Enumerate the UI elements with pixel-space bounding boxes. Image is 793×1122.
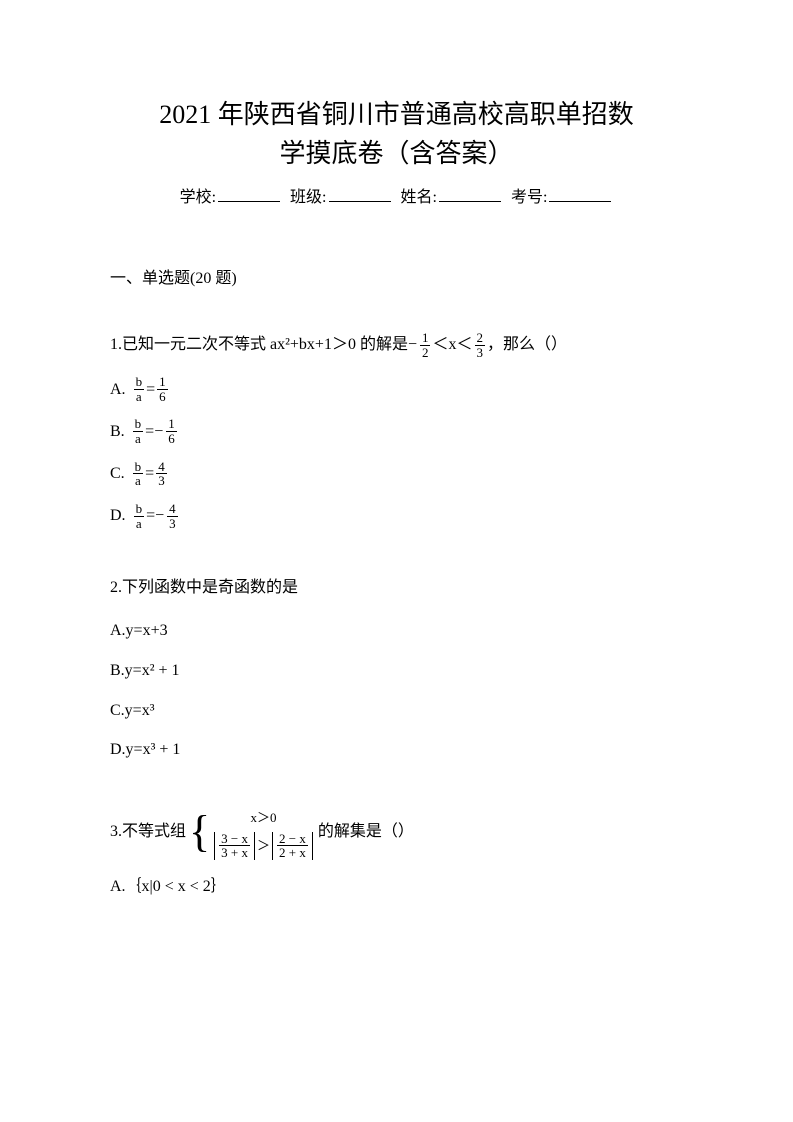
name-label: 姓名: xyxy=(401,189,437,206)
q1-c-rhs: 4 3 xyxy=(156,460,167,488)
q1-d-neg: − xyxy=(155,503,164,529)
exam-title: 2021 年陕西省铜川市普通高校高职单招数 学摸底卷（含答案） xyxy=(110,95,683,173)
q3-sys-row1: x＞0 xyxy=(212,805,315,831)
brace-icon: { xyxy=(189,810,210,854)
student-info-line: 学校: 班级: 姓名: 考号: xyxy=(110,185,683,211)
q2-stem: 2.下列函数中是奇函数的是 xyxy=(110,572,683,604)
q1-c-lhs: b a xyxy=(133,460,144,488)
q2-option-c: C.y=x³ xyxy=(110,698,683,724)
question-2: 2.下列函数中是奇函数的是 A.y=x+3 B.y=x² + 1 C.y=x³ … xyxy=(110,572,683,762)
q1-option-c: C. b a = 4 3 xyxy=(110,460,683,488)
q3-sys-op: ＞ xyxy=(257,833,270,859)
q2-option-b: B.y=x² + 1 xyxy=(110,658,683,684)
q1-neg: − xyxy=(408,329,417,361)
q1-b-label: B. xyxy=(110,419,125,445)
q1-right-frac: 2 3 xyxy=(475,331,486,359)
q1-left-frac: 1 2 xyxy=(420,331,431,359)
q1-stem: 1.已知一元二次不等式 ax²+bx+1＞0 的解是 − 1 2 ＜x＜ 2 3… xyxy=(110,329,683,361)
q1-c-eq: = xyxy=(145,461,154,487)
school-label: 学校: xyxy=(180,189,216,206)
q3-system: { x＞0 3 − x 3 + x ＞ 2 − x 2 + x xyxy=(189,805,315,860)
q3-sys-row2: 3 − x 3 + x ＞ 2 − x 2 + x xyxy=(212,832,315,860)
question-3: 3.不等式组 { x＞0 3 − x 3 + x ＞ 2 − x xyxy=(110,805,683,900)
q1-stem-prefix: 1.已知一元二次不等式 ax²+bx+1＞0 的解是 xyxy=(110,329,408,361)
q1-a-label: A. xyxy=(110,377,126,403)
q1-d-label: D. xyxy=(110,503,126,529)
q1-d-rhs: 4 3 xyxy=(167,502,178,530)
q2-option-d: D.y=x³ + 1 xyxy=(110,737,683,763)
q2-option-a: A.y=x+3 xyxy=(110,618,683,644)
question-1: 1.已知一元二次不等式 ax²+bx+1＞0 的解是 − 1 2 ＜x＜ 2 3… xyxy=(110,329,683,530)
title-line-1: 2021 年陕西省铜川市普通高校高职单招数 xyxy=(110,95,683,134)
q1-range-mid: ＜x＜ xyxy=(432,329,472,361)
q1-b-lhs: b a xyxy=(133,417,144,445)
q1-option-a: A. b a = 1 6 xyxy=(110,375,683,403)
school-blank xyxy=(218,186,280,202)
q3-abs-right: 2 − x 2 + x xyxy=(270,832,315,860)
examno-label: 考号: xyxy=(511,189,547,206)
name-blank xyxy=(439,186,501,202)
q3-stem: 3.不等式组 { x＞0 3 − x 3 + x ＞ 2 − x xyxy=(110,805,683,860)
q1-stem-suffix: ，那么（） xyxy=(487,329,567,361)
q1-a-rhs: 1 6 xyxy=(157,375,168,403)
q3-stem-suffix: 的解集是（） xyxy=(318,816,414,848)
class-label: 班级: xyxy=(290,189,326,206)
q1-b-rhs: 1 6 xyxy=(166,417,177,445)
q1-option-b: B. b a = − 1 6 xyxy=(110,417,683,445)
title-line-2: 学摸底卷（含答案） xyxy=(110,134,683,173)
q1-d-lhs: b a xyxy=(134,502,145,530)
q1-option-d: D. b a = − 4 3 xyxy=(110,502,683,530)
q1-d-eq: = xyxy=(146,503,155,529)
q1-a-lhs: b a xyxy=(134,375,145,403)
q1-a-eq: = xyxy=(146,377,155,403)
q3-abs-left: 3 − x 3 + x xyxy=(212,832,257,860)
q1-b-eq: = xyxy=(145,419,154,445)
q1-c-label: C. xyxy=(110,461,125,487)
q3-option-a: A.｛x|0 < x < 2｝ xyxy=(110,874,683,900)
q1-b-neg: − xyxy=(154,419,163,445)
examno-blank xyxy=(549,186,611,202)
q3-stem-prefix: 3.不等式组 xyxy=(110,816,186,848)
class-blank xyxy=(329,186,391,202)
section-heading: 一、单选题(20 题) xyxy=(110,266,683,292)
